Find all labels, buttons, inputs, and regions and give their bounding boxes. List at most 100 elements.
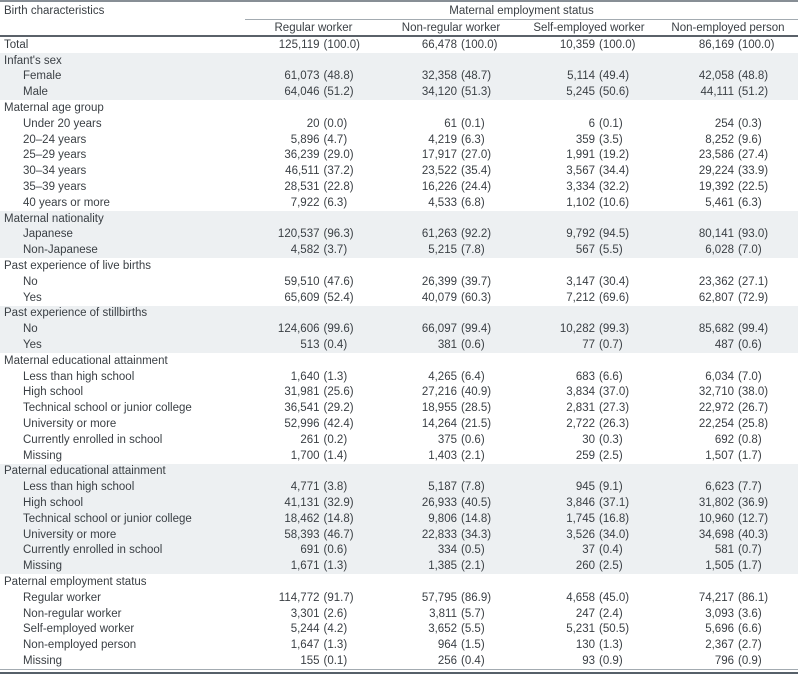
- value-cell: 27,216 (40.9): [382, 385, 520, 401]
- value-percent: (50.6): [599, 86, 630, 99]
- value-count: 3,652: [428, 623, 457, 636]
- value-count: 29,224: [698, 165, 734, 178]
- value-percent: (6.4): [461, 370, 485, 383]
- row-label: High school: [23, 386, 84, 399]
- table-row: Currently enrolled in school 261 (0.2) 375 (…: [0, 432, 798, 448]
- value-cell: 1,102 (10.6): [520, 195, 658, 211]
- value-count: 57,795: [421, 591, 457, 604]
- value-count: 9,792: [566, 228, 595, 241]
- value-cell: 57,795 (86.9): [382, 590, 520, 606]
- value-cell: 4,771 (3.8): [245, 479, 382, 496]
- value-percent: (34.3): [461, 528, 492, 541]
- table-row: Male 64,046 (51.2) 34,120 (51.3) 5,245 (50.6) 4…: [0, 84, 798, 101]
- value-cell: 30 (0.3): [520, 432, 658, 448]
- value-cell: 3,334 (32.2): [520, 179, 658, 195]
- value-percent: (99.6): [323, 323, 354, 336]
- value-percent: (26.3): [599, 418, 630, 431]
- section-header-label: Past experience of live births: [4, 260, 152, 273]
- value-count: 61,263: [421, 228, 457, 241]
- value-percent: (14.8): [461, 512, 492, 525]
- value-cell: 692 (0.8): [658, 432, 798, 448]
- row-label: University or more: [0, 526, 245, 543]
- table-header: Birth characteristics Maternal employmen…: [0, 1, 798, 37]
- value-percent: (10.6): [599, 196, 630, 209]
- value-percent: (7.8): [461, 481, 485, 494]
- value-count: 31,981: [284, 386, 320, 399]
- value-count: 4,265: [428, 370, 457, 383]
- section-header-row: Past experience of live births: [0, 258, 798, 274]
- value-percent: (5.5): [599, 244, 623, 257]
- value-cell: 52,996 (42.4): [245, 416, 382, 432]
- value-count: 1,385: [428, 560, 457, 573]
- row-label: 25–29 years: [23, 149, 87, 162]
- value-percent: (1.3): [323, 370, 348, 383]
- row-label: Regular worker: [23, 591, 101, 604]
- value-count: 487: [714, 339, 734, 352]
- row-label: Japanese: [0, 226, 245, 243]
- value-cell: 61 (0.1): [382, 116, 520, 132]
- value-cell: 85,682 (99.4): [658, 321, 798, 338]
- value-count: 1,640: [290, 370, 320, 383]
- value-percent: (0.5): [461, 544, 485, 557]
- value-cell: 32,710 (38.0): [658, 385, 798, 401]
- value-count: 32,710: [698, 386, 734, 399]
- row-label: Yes: [0, 337, 245, 353]
- value-cell: 9,806 (14.8): [382, 510, 520, 527]
- value-cell: 10,960 (12.7): [658, 510, 798, 527]
- value-percent: (30.4): [599, 275, 630, 288]
- value-cell: 3,526 (34.0): [520, 526, 658, 543]
- group-header-maternal-employment-status: Maternal employment status: [245, 1, 798, 20]
- value-count: 86,169: [698, 38, 734, 51]
- value-count: 23,522: [421, 165, 457, 178]
- value-percent: (27.1): [738, 275, 769, 288]
- value-percent: (3.5): [599, 133, 623, 146]
- value-count: 5,114: [567, 70, 595, 83]
- value-cell: 66,097 (99.4): [382, 321, 520, 338]
- value-cell: 120,537 (96.3): [245, 226, 382, 243]
- value-cell: 3,567 (34.4): [520, 163, 658, 179]
- value-percent: (37.0): [599, 386, 630, 399]
- value-cell: 1,385 (2.1): [382, 558, 520, 575]
- value-count: 17,917: [421, 149, 457, 162]
- value-cell: 18,462 (14.8): [245, 510, 382, 527]
- value-percent: (25.8): [738, 418, 769, 431]
- value-count: 120,537: [277, 228, 320, 241]
- value-percent: (7.7): [738, 481, 762, 494]
- value-count: 2,722: [566, 418, 595, 431]
- value-cell: 359 (3.5): [520, 132, 658, 148]
- value-percent: (25.6): [323, 386, 354, 399]
- value-percent: (7.0): [738, 370, 762, 383]
- row-label: Female: [0, 68, 245, 85]
- value-count: 77: [582, 339, 595, 352]
- value-percent: (1.5): [461, 639, 485, 652]
- value-cell: 36,239 (29.0): [245, 148, 382, 164]
- section-header-row: Maternal nationality: [0, 210, 798, 227]
- value-count: 513: [300, 339, 320, 352]
- value-cell: 1,403 (2.1): [382, 448, 520, 464]
- table-row: Technical school or junior college 36,541…: [0, 400, 798, 416]
- value-percent: (100.0): [599, 38, 636, 51]
- value-cell: 683 (6.6): [520, 369, 658, 385]
- value-percent: (46.7): [323, 528, 354, 541]
- value-count: 683: [575, 370, 595, 383]
- value-count: 41,131: [284, 497, 320, 509]
- value-cell: 61,263 (92.2): [382, 226, 520, 243]
- value-percent: (6.3): [323, 196, 348, 209]
- value-count: 2,367: [705, 639, 734, 652]
- section-header-row: Infant's sex: [0, 52, 798, 69]
- value-count: 567: [575, 244, 595, 257]
- value-percent: (6.6): [599, 370, 623, 383]
- value-percent: (5.7): [461, 607, 485, 620]
- table-bottom-rule: [0, 671, 798, 674]
- value-cell: 32,358 (48.7): [382, 68, 520, 85]
- value-count: 247: [575, 607, 595, 620]
- value-percent: (1.3): [323, 560, 348, 573]
- value-percent: (3.8): [323, 481, 348, 494]
- section-header-label: Past experience of stillbirths: [0, 305, 798, 322]
- value-percent: (9.1): [599, 481, 623, 494]
- value-cell: 23,586 (27.4): [658, 148, 798, 164]
- value-percent: (24.4): [461, 181, 492, 194]
- value-cell: 8,252 (9.6): [658, 132, 798, 148]
- value-cell: 34,698 (40.3): [658, 526, 798, 543]
- value-percent: (86.1): [738, 591, 769, 604]
